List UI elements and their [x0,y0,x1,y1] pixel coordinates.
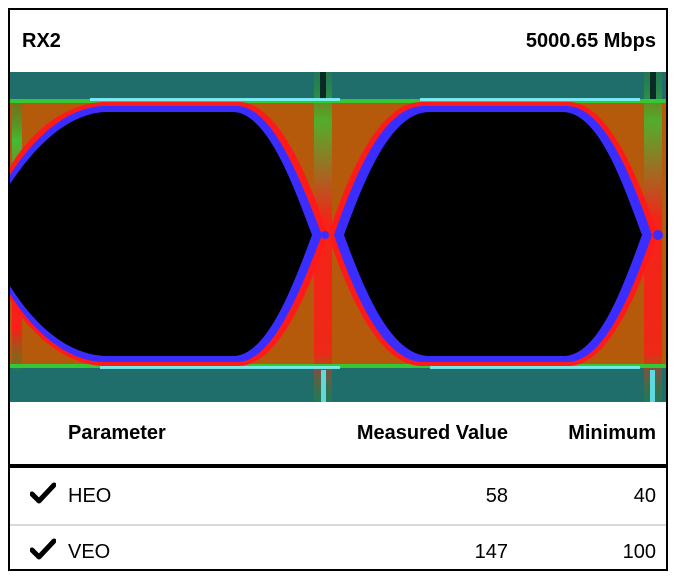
panel-header: RX2 5000.65 Mbps [10,10,666,72]
checkmark-icon [29,538,57,566]
channel-label: RX2 [22,29,61,52]
column-header-minimum: Minimum [568,421,656,444]
column-header-parameter: Parameter [68,421,166,444]
eye-opening-left [10,112,312,356]
parameter-name: VEO [68,540,111,563]
top-band [10,72,666,102]
bottom-band [10,368,666,402]
minimum-value: 100 [622,540,656,563]
eye-opening-right [344,112,642,356]
parameter-table: Parameter Measured Value Minimum HEO 58 … [10,402,666,569]
header-divider [10,464,666,468]
parameter-name: HEO [68,484,112,507]
row-divider [10,524,666,526]
minimum-value: 40 [633,484,656,507]
eye-diagram [10,72,666,402]
checkmark-icon [29,482,57,510]
table-row-heo: HEO 58 40 [10,468,666,524]
data-rate-label: 5000.65 Mbps [525,29,656,52]
table-header-row: Parameter Measured Value Minimum [10,402,666,464]
measured-value: 147 [474,540,508,563]
measured-value: 58 [485,484,508,507]
eye-measurement-panel: RX2 5000.65 Mbps [8,8,668,571]
eye-diagram-svg [10,72,666,402]
table-row-veo: VEO 147 100 [10,526,666,569]
column-header-measured-value: Measured Value [356,421,508,444]
